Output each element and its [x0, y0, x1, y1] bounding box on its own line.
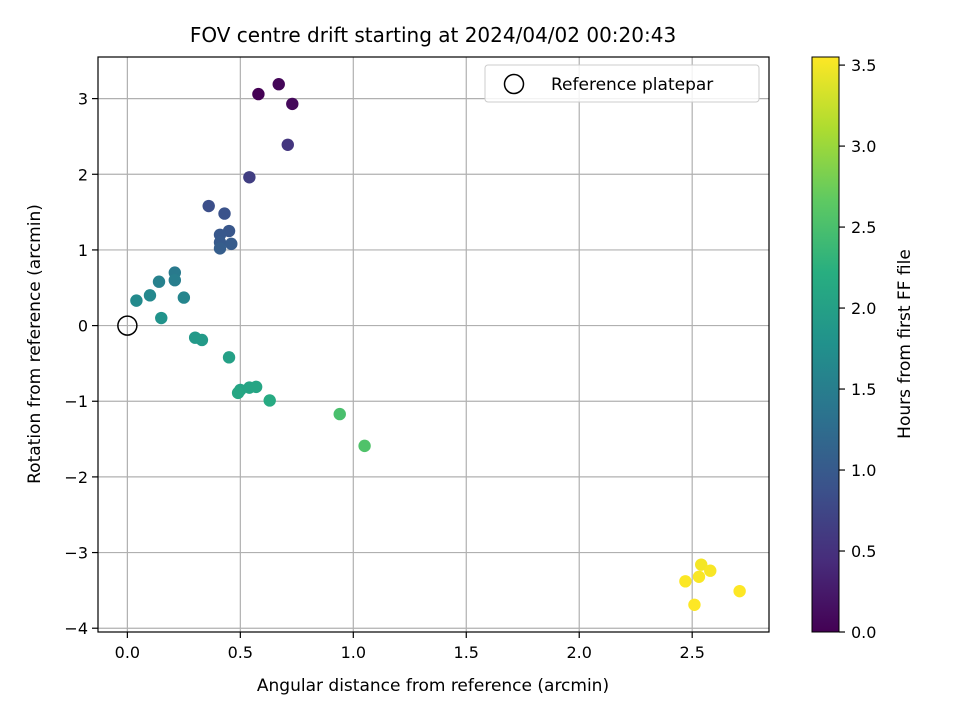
x-axis-label: Angular distance from reference (arcmin)	[257, 676, 609, 696]
colorbar-tick-label: 1.5	[851, 380, 876, 399]
data-points	[130, 78, 746, 611]
colorbar-tick-label: 0.0	[851, 623, 876, 642]
y-axis-ticks: −4 −3 −2 −1 0 1 2 3	[64, 90, 98, 638]
x-tick-label: 2.5	[679, 643, 704, 662]
data-point	[692, 570, 706, 583]
colorbar-ticks: 0.0 0.5 1.0 1.5 2.0 2.5 3.0 3.5	[839, 56, 876, 642]
chart-title: FOV centre drift starting at 2024/04/02 …	[190, 23, 676, 47]
x-tick-label: 0.0	[115, 643, 140, 662]
y-axis-label: Rotation from reference (arcmin)	[25, 204, 45, 484]
data-point	[177, 291, 191, 304]
y-tick-label: 1	[78, 241, 88, 260]
data-point	[155, 311, 168, 325]
data-point	[168, 273, 182, 287]
data-point	[231, 386, 245, 400]
colorbar-tick-label: 1.0	[851, 461, 876, 480]
x-tick-label: 0.5	[228, 643, 253, 662]
plot-frame	[97, 56, 770, 633]
data-point	[333, 407, 346, 421]
x-tick-label: 2.0	[566, 643, 591, 662]
colorbar-label: Hours from first FF file	[895, 249, 915, 439]
reference-layer	[117, 315, 138, 336]
data-point	[202, 199, 215, 213]
colorbar-tick-label: 2.0	[851, 299, 876, 318]
data-point	[152, 275, 166, 288]
data-point	[143, 289, 157, 302]
data-point	[272, 78, 285, 91]
y-tick-label: −4	[64, 619, 88, 638]
y-tick-label: 2	[78, 165, 88, 184]
data-point	[195, 333, 209, 347]
data-point	[679, 575, 692, 588]
data-point	[222, 351, 236, 364]
data-point	[249, 380, 263, 394]
y-tick-label: 0	[78, 317, 88, 336]
data-point	[733, 584, 746, 598]
data-point	[695, 558, 708, 571]
colorbar-tick-label: 2.5	[851, 218, 876, 237]
data-point	[243, 171, 256, 184]
data-point	[252, 87, 265, 101]
legend-entry-label: Reference platepar	[551, 75, 713, 95]
colorbar-gradient	[811, 56, 840, 633]
data-point	[213, 242, 227, 255]
x-tick-label: 1.0	[341, 643, 366, 662]
data-point	[130, 294, 143, 307]
legend-box	[484, 64, 760, 103]
x-axis-ticks: 0.0 0.5 1.0 1.5 2.0 2.5	[115, 632, 705, 662]
data-point	[263, 394, 276, 407]
y-tick-label: −1	[64, 392, 88, 411]
data-point	[225, 237, 238, 251]
legend: Reference platepar	[484, 64, 760, 103]
reference-platepar-marker	[117, 315, 138, 336]
colorbar-tick-label: 3.5	[851, 56, 876, 75]
data-point	[218, 207, 231, 220]
data-point	[688, 598, 701, 611]
data-point	[358, 439, 371, 453]
data-point	[704, 564, 717, 577]
colorbar-tick-label: 0.5	[851, 542, 876, 561]
legend-marker-icon	[503, 73, 525, 95]
y-tick-label: −2	[64, 468, 88, 487]
y-tick-label: −3	[64, 544, 88, 563]
colorbar-tick-label: 3.0	[851, 137, 876, 156]
y-tick-label: 3	[78, 90, 88, 109]
data-point	[286, 97, 299, 111]
colorbar: 0.0 0.5 1.0 1.5 2.0 2.5 3.0 3.5 Hours from firs…	[811, 56, 915, 642]
data-point	[281, 138, 294, 151]
x-tick-label: 1.5	[454, 643, 479, 662]
